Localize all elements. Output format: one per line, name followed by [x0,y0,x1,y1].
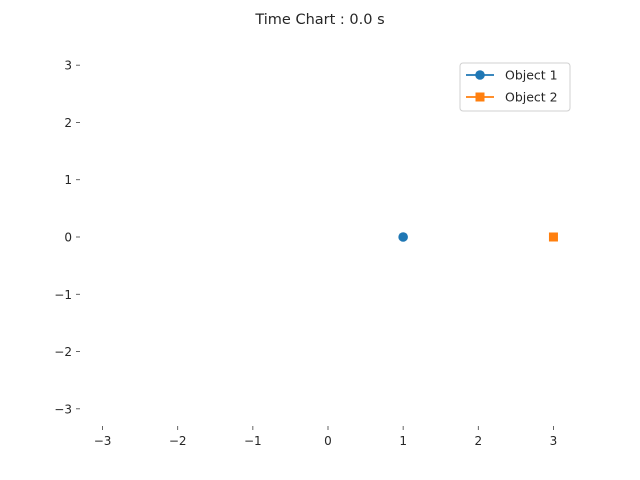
x-tick-label: −3 [94,434,112,448]
legend-label-series-2: Object 2 [505,90,558,105]
x-tick-label: 3 [550,434,558,448]
legend-marker-series-2 [475,92,485,102]
data-point-series-2 [548,232,558,242]
y-tick-label: 0 [64,231,72,245]
legend-marker-series-1 [475,70,485,80]
x-axis: −3 −2 −1 0 1 2 3 [94,426,558,448]
legend-label-series-1: Object 1 [505,68,558,83]
y-tick-label: 1 [64,173,72,187]
x-tick-label: 0 [324,434,332,448]
x-tick-label: 1 [399,434,407,448]
chart-title: Time Chart : 0.0 s [254,12,384,28]
data-point-series-1 [398,232,408,242]
x-tick-label: −1 [244,434,262,448]
y-axis: −3 −2 −1 0 1 2 3 [54,59,80,416]
x-tick-label: 2 [474,434,482,448]
x-tick-label: −2 [169,434,187,448]
y-tick-label: −3 [54,402,72,416]
y-tick-label: −2 [54,345,72,359]
y-tick-label: −1 [54,288,72,302]
y-tick-label: 3 [64,59,72,73]
y-tick-label: 2 [64,116,72,130]
data-points [398,232,558,242]
legend: Object 1 Object 2 [459,62,571,112]
